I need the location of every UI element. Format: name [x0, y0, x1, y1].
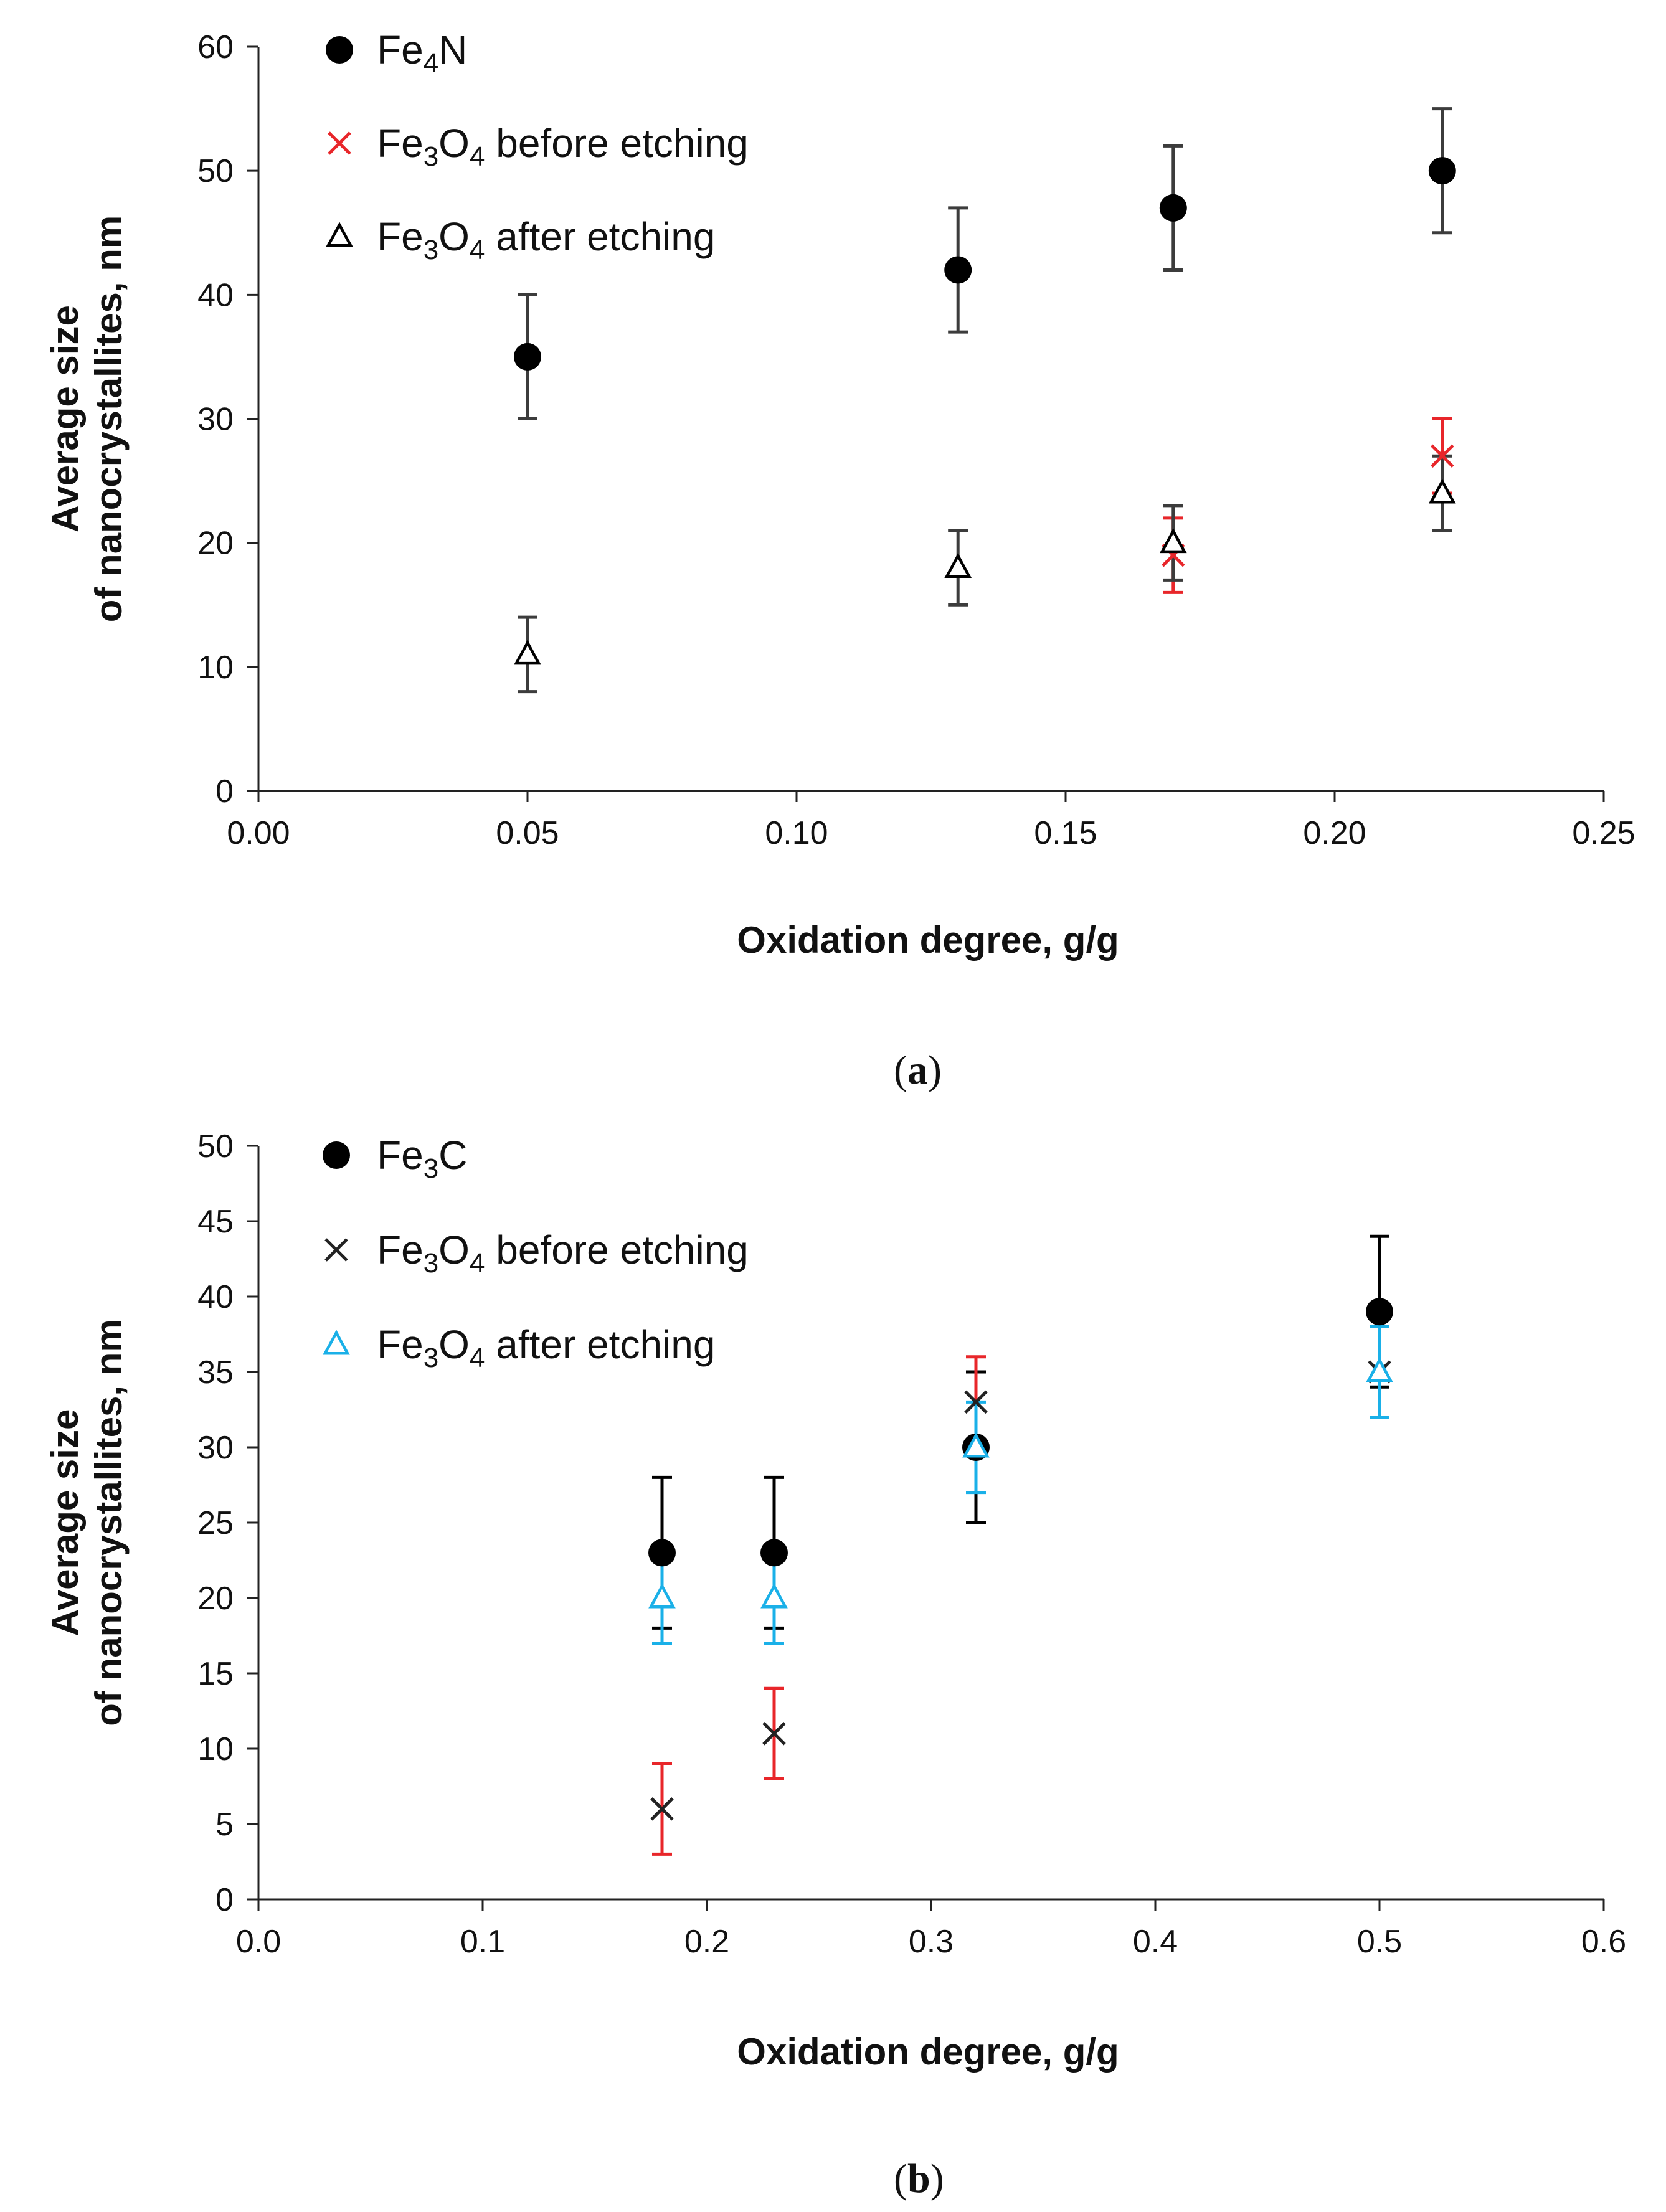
legend: Fe4N Fe3O4 before etching Fe3O4 after etch…: [326, 27, 749, 265]
data-point-triangle: [648, 1583, 676, 1609]
legend-label: Fe4N: [377, 27, 467, 78]
x-tick-label: 0.25: [1572, 815, 1635, 851]
x-tick-label: 0.2: [684, 1924, 729, 1960]
legend-label: Fe3O4 before etching: [377, 1227, 749, 1279]
data-point-x: [1431, 444, 1454, 468]
y-axis-title: Average size: [44, 305, 86, 532]
x-tick-label: 0.15: [1034, 815, 1097, 851]
y-tick-label: 0: [215, 1882, 234, 1918]
x-axis-title: Oxidation degree, g/g: [737, 2031, 1119, 2073]
data-point-circle: [1159, 194, 1187, 222]
chart-panel-b: 0 5 10 15 20 25 30 35 40 45 50 0.0 0.1 0.2 0.3 0.4 0.5 0.…: [44, 1128, 1626, 2201]
legend-label: Fe3O4 before etching: [377, 121, 749, 172]
y-tick-label: 20: [197, 1581, 234, 1617]
data-point-circle: [1366, 1298, 1393, 1326]
data-point-triangle: [760, 1583, 788, 1609]
x-tick-label: 0.1: [460, 1924, 505, 1960]
x-tick-label: 0.05: [496, 815, 559, 851]
y-tick-label: 30: [197, 1430, 234, 1466]
x-tick-label: 0.0: [236, 1924, 281, 1960]
y-tick-label: 0: [215, 773, 234, 810]
data-point-triangle: [962, 1432, 990, 1458]
x-tick-label: 0.3: [909, 1924, 954, 1960]
legend-marker-x: [324, 1238, 348, 1262]
x-tick-label: 0.10: [765, 815, 828, 851]
data-point-circle: [760, 1539, 788, 1567]
legend-marker-circle: [326, 36, 353, 64]
x-tick-label: 0.5: [1357, 1924, 1402, 1960]
legend-marker-circle: [323, 1141, 350, 1169]
panel-label: (b): [894, 2156, 944, 2201]
data-point-triangle: [944, 552, 972, 578]
legend-marker-triangle: [326, 222, 353, 247]
y-tick-label: 50: [197, 1128, 234, 1165]
data-point-circle: [514, 343, 541, 371]
legend-marker-triangle: [323, 1330, 350, 1355]
data-point-triangle: [1428, 478, 1456, 504]
data-point-x: [650, 1797, 674, 1821]
y-tick-label: 60: [197, 29, 234, 65]
y-tick-label: 25: [197, 1505, 234, 1541]
data-point-circle: [1428, 157, 1456, 185]
legend: Fe3C Fe3O4 before etching Fe3O4 after etch…: [323, 1133, 749, 1373]
y-tick-label: 10: [197, 1731, 234, 1767]
x-tick-label: 0.00: [227, 815, 290, 851]
y-tick-label: 30: [197, 402, 234, 438]
data-point-triangle: [1366, 1357, 1393, 1382]
y-tick-label: 40: [197, 277, 234, 313]
y-axis-title: of nanocrystallites, nm: [88, 215, 130, 623]
x-axis-title: Oxidation degree, g/g: [737, 919, 1119, 961]
legend-label: Fe3O4 after etching: [377, 214, 715, 265]
y-axis-title: of nanocrystallites, nm: [88, 1319, 130, 1726]
chart-panel-a: 0 10 20 30 40 50 60 0.00 0.05 0.10 0.15 0.20 0.25 Oxi…: [44, 27, 1635, 1093]
y-tick-label: 50: [197, 153, 234, 189]
data-point-x: [762, 1722, 786, 1746]
legend-label: Fe3O4 after etching: [377, 1322, 715, 1373]
legend-label: Fe3C: [377, 1133, 467, 1184]
legend-marker-x: [328, 131, 351, 155]
y-tick-label: 10: [197, 650, 234, 686]
y-tick-label: 20: [197, 526, 234, 562]
data-point-circle: [944, 256, 972, 284]
x-tick-label: 0.4: [1133, 1924, 1178, 1960]
data-point-circle: [648, 1539, 676, 1567]
data-point-triangle: [1159, 527, 1187, 554]
panel-label: (a): [894, 1047, 942, 1093]
y-tick-label: 5: [215, 1807, 234, 1843]
x-tick-label: 0.6: [1581, 1924, 1626, 1960]
y-tick-label: 35: [197, 1354, 234, 1391]
data-point-x: [964, 1390, 988, 1414]
y-tick-label: 45: [197, 1204, 234, 1240]
y-axis-title: Average size: [44, 1409, 86, 1637]
x-tick-label: 0.20: [1303, 815, 1366, 851]
data-point-triangle: [514, 640, 541, 665]
y-tick-label: 40: [197, 1279, 234, 1315]
y-tick-label: 15: [197, 1656, 234, 1692]
